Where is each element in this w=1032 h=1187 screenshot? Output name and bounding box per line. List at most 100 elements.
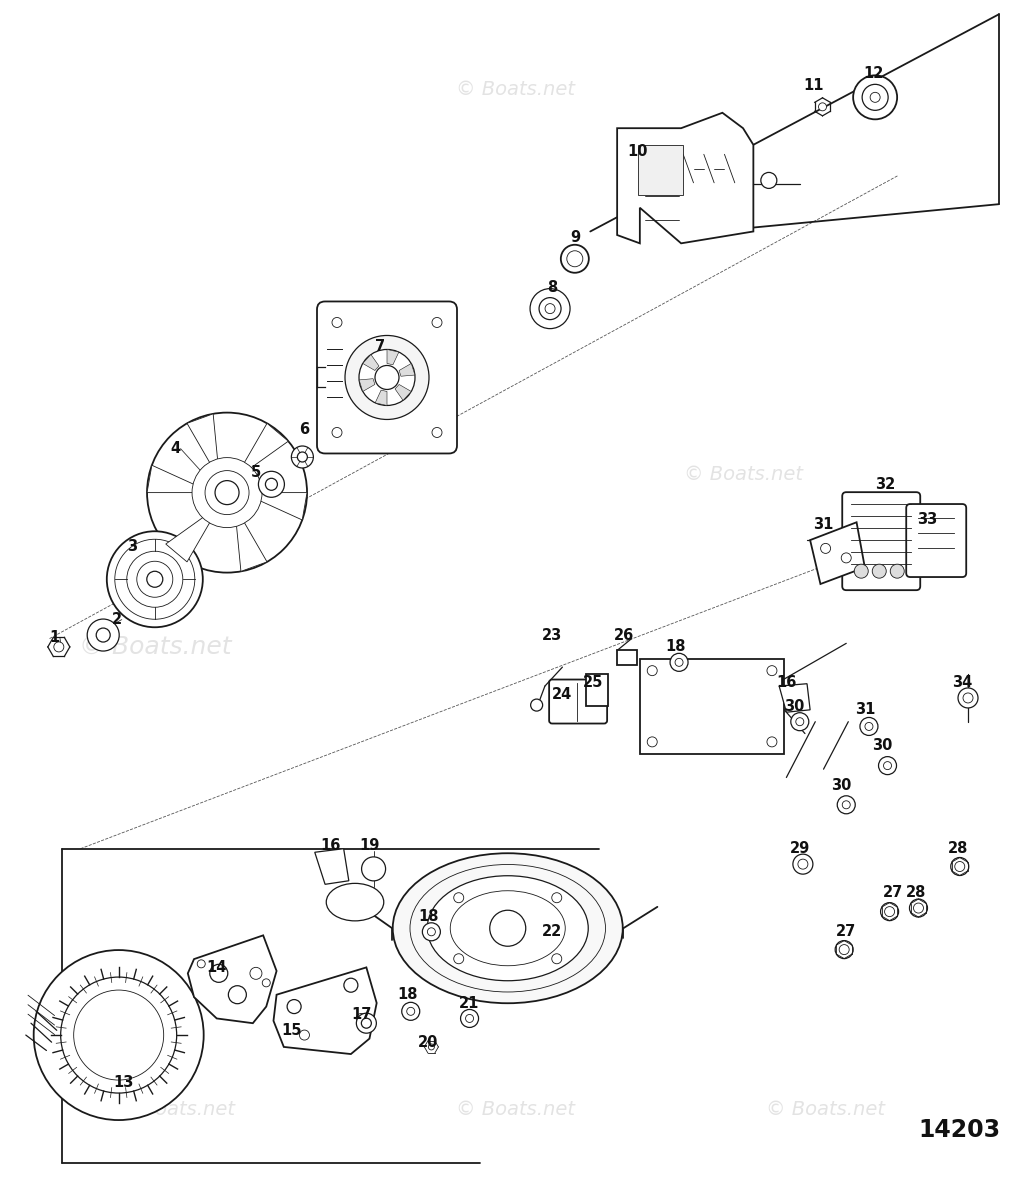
- Circle shape: [796, 718, 804, 725]
- Text: 13: 13: [114, 1075, 134, 1090]
- Circle shape: [837, 795, 856, 814]
- Circle shape: [205, 470, 249, 515]
- Circle shape: [454, 893, 463, 903]
- Circle shape: [228, 985, 247, 1004]
- Text: 27: 27: [882, 886, 903, 900]
- Polygon shape: [640, 659, 784, 754]
- Text: 14: 14: [206, 960, 227, 975]
- Text: 1: 1: [50, 630, 60, 645]
- FancyBboxPatch shape: [317, 301, 457, 453]
- Circle shape: [950, 857, 969, 876]
- Circle shape: [955, 862, 965, 871]
- Circle shape: [909, 899, 928, 918]
- Polygon shape: [376, 391, 387, 406]
- Text: 34: 34: [952, 675, 972, 690]
- Circle shape: [344, 978, 358, 992]
- Text: 10: 10: [627, 145, 648, 159]
- Circle shape: [865, 723, 873, 730]
- Circle shape: [61, 977, 176, 1093]
- Circle shape: [767, 737, 777, 747]
- Circle shape: [215, 481, 239, 504]
- Circle shape: [375, 366, 399, 389]
- Circle shape: [34, 950, 203, 1121]
- Circle shape: [147, 413, 308, 572]
- Text: 7: 7: [375, 339, 385, 354]
- Circle shape: [545, 304, 555, 313]
- Circle shape: [401, 1002, 420, 1021]
- Circle shape: [761, 172, 777, 189]
- Circle shape: [265, 478, 278, 490]
- Circle shape: [54, 642, 64, 652]
- Text: 16: 16: [320, 838, 341, 852]
- Circle shape: [880, 902, 899, 921]
- Circle shape: [359, 349, 415, 406]
- Text: 22: 22: [542, 925, 562, 939]
- Circle shape: [791, 712, 809, 731]
- Text: 25: 25: [583, 675, 604, 690]
- FancyBboxPatch shape: [549, 679, 607, 724]
- Text: 26: 26: [614, 628, 635, 642]
- Text: 18: 18: [397, 988, 418, 1002]
- Polygon shape: [243, 493, 308, 520]
- Text: 14203: 14203: [918, 1118, 1001, 1142]
- Text: 21: 21: [459, 996, 480, 1010]
- Circle shape: [675, 659, 683, 666]
- Circle shape: [490, 910, 525, 946]
- Circle shape: [356, 1014, 377, 1033]
- Circle shape: [552, 893, 561, 903]
- Text: 29: 29: [789, 842, 810, 856]
- Circle shape: [291, 446, 314, 468]
- Circle shape: [432, 427, 442, 438]
- Circle shape: [137, 561, 172, 597]
- Text: 3: 3: [127, 539, 137, 553]
- Circle shape: [891, 564, 904, 578]
- Circle shape: [465, 1015, 474, 1022]
- Text: 28: 28: [947, 842, 968, 856]
- Circle shape: [258, 471, 285, 497]
- Circle shape: [767, 666, 777, 675]
- Text: 4: 4: [170, 442, 181, 456]
- Text: 28: 28: [906, 886, 927, 900]
- Circle shape: [841, 553, 851, 563]
- Text: 6: 6: [299, 423, 310, 437]
- Circle shape: [428, 1043, 434, 1050]
- Ellipse shape: [393, 853, 622, 1003]
- Circle shape: [530, 699, 543, 711]
- Circle shape: [793, 855, 813, 874]
- Polygon shape: [147, 465, 212, 493]
- Circle shape: [862, 84, 889, 110]
- Circle shape: [209, 964, 228, 983]
- Circle shape: [647, 666, 657, 675]
- Polygon shape: [617, 113, 753, 243]
- Circle shape: [842, 801, 850, 808]
- Polygon shape: [387, 349, 398, 364]
- Circle shape: [197, 960, 205, 967]
- Polygon shape: [395, 385, 411, 400]
- Circle shape: [913, 903, 924, 913]
- Polygon shape: [188, 935, 277, 1023]
- Circle shape: [870, 93, 880, 102]
- Circle shape: [127, 551, 183, 608]
- Circle shape: [115, 539, 195, 620]
- Circle shape: [106, 532, 203, 627]
- Circle shape: [560, 245, 589, 273]
- Circle shape: [530, 288, 570, 329]
- Circle shape: [567, 250, 583, 267]
- FancyBboxPatch shape: [906, 504, 966, 577]
- Text: 30: 30: [831, 779, 851, 793]
- Text: 23: 23: [542, 628, 562, 642]
- Circle shape: [460, 1009, 479, 1028]
- Text: 24: 24: [552, 687, 573, 702]
- Circle shape: [73, 990, 164, 1080]
- Polygon shape: [234, 424, 288, 480]
- Text: 5: 5: [251, 465, 261, 480]
- Text: 11: 11: [803, 78, 824, 93]
- Polygon shape: [234, 506, 267, 571]
- Text: 27: 27: [836, 925, 857, 939]
- Text: © Boats.net: © Boats.net: [683, 465, 803, 484]
- Ellipse shape: [326, 883, 384, 921]
- Circle shape: [820, 544, 831, 553]
- Circle shape: [883, 762, 892, 769]
- Circle shape: [818, 103, 827, 110]
- Circle shape: [884, 907, 895, 916]
